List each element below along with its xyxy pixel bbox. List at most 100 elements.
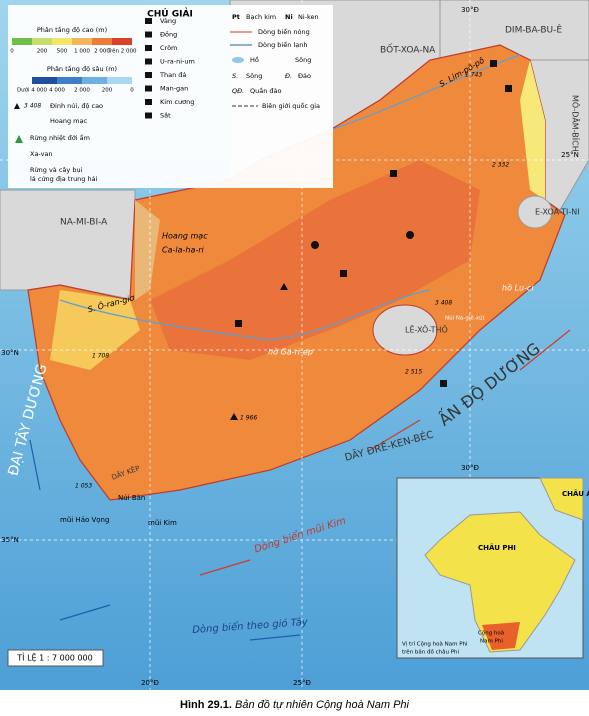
inset-label: Nam Phi <box>480 639 503 645</box>
caption-number: Hình 29.1. <box>180 699 232 711</box>
map-label: 3 408 <box>435 300 452 307</box>
inset-label: CHÂU Á <box>562 489 589 498</box>
map-label: DIM-BA-BU-Ê <box>505 24 562 36</box>
map-label: 2 332 <box>492 162 509 169</box>
legend-box <box>8 5 333 188</box>
label: Hoang mạc <box>50 117 87 125</box>
eswatini <box>517 195 553 229</box>
label: Than đá <box>159 71 186 79</box>
lesotho <box>372 304 438 356</box>
label: Kim cương <box>160 98 194 106</box>
label: Đảo <box>298 72 311 80</box>
scale-label: Trên 2 000 <box>106 48 137 55</box>
map-label: hồ Ga-ri-ep <box>268 347 313 357</box>
mineral-symbol <box>145 58 152 65</box>
inset-label: Cộng hoà <box>478 630 504 637</box>
label: Man-gan <box>160 85 188 93</box>
mineral-symbol <box>145 72 152 78</box>
grid-label: 30°Đ <box>461 464 479 472</box>
map-label: 2 515 <box>405 369 422 376</box>
scale-label: 2 000 <box>94 49 110 55</box>
namibia <box>0 189 136 301</box>
map-label: Núi Bàn <box>118 494 145 502</box>
mineral-symbol <box>145 18 152 24</box>
mineral-symbol <box>145 45 152 51</box>
mineral-symbol <box>145 99 152 105</box>
inset-asia <box>539 477 584 521</box>
inset-caption: Vị trí Cộng hoà Nam Phi <box>402 641 468 648</box>
label: Rừng và cây bụi <box>30 166 83 174</box>
label: Hồ <box>250 56 259 64</box>
label: Crôm <box>160 44 177 52</box>
label: QĐ. <box>232 87 244 95</box>
label: Rừng nhiệt đới ẩm <box>30 133 90 142</box>
label: Vàng <box>160 17 176 25</box>
grid-label: 25°N <box>561 151 579 159</box>
grid-label: 35°N <box>1 536 19 544</box>
map-label: 1 743 <box>465 72 482 79</box>
scale-label: 200 <box>37 49 48 55</box>
map-label: Ca-la-ha-ri <box>162 246 205 255</box>
scale-box <box>7 649 104 667</box>
label: U-ra-ni-um <box>160 58 195 66</box>
map-label: NA-MI-BI-A <box>60 218 108 228</box>
mineral-symbol <box>145 31 152 38</box>
label: Biên giới quốc gia <box>262 102 320 110</box>
currents <box>29 439 301 641</box>
legend-title: CHÚ GIẢI <box>147 8 193 20</box>
label: Bạch kim <box>246 13 276 21</box>
scale: TỈ LỆ 1 : 7 000 000 <box>16 652 92 664</box>
tree-symbol <box>15 135 23 143</box>
scale-label: 500 <box>57 49 68 55</box>
caption: Hình 29.1. Bản đồ tự nhiên Cộng hoà Nam … <box>0 694 589 716</box>
map-label: 1 708 <box>92 353 109 360</box>
label: Đồng <box>160 31 177 39</box>
label: Sông <box>295 56 311 64</box>
label: Sắt <box>160 111 171 120</box>
scale-label: 0 <box>10 49 14 55</box>
label: Pt <box>232 13 240 21</box>
scale-label: 1 000 <box>74 49 90 55</box>
map-label: mũi Hảo Vọng <box>60 516 109 524</box>
caption-title: Bản đồ tự nhiên Cộng hoà Nam Phi <box>235 699 409 711</box>
label: Phân tầng độ sâu (m) <box>47 65 117 73</box>
label: Sông <box>246 72 262 80</box>
inset-label: CHÂU PHI <box>478 543 516 552</box>
label: Đỉnh núi, độ cao <box>50 102 103 110</box>
map: TỈ LỆ 1 : 7 000 000 CHÚ GIẢI Phân tầng độ… <box>0 0 589 690</box>
map-label: Núi Na-giê-xút <box>445 315 485 322</box>
grid-label: 30°Đ <box>461 6 479 14</box>
lake-symbol <box>232 57 244 63</box>
mineral-symbol <box>145 112 152 119</box>
peak-symbol <box>14 103 20 109</box>
plateau <box>150 160 480 360</box>
map-label: MÔ-DĂM-BÍCH <box>571 95 582 152</box>
lowland <box>520 60 545 200</box>
desert <box>135 200 160 300</box>
label: 3 408 <box>24 103 41 110</box>
scale-label: 200 <box>102 88 113 94</box>
grid-label: 25°Đ <box>293 679 311 687</box>
label: S. <box>232 72 238 80</box>
inset-africa <box>424 511 576 653</box>
map-label: mũi Kim <box>148 519 177 527</box>
currents <box>199 329 571 576</box>
scale-label: 4 000 <box>49 88 65 94</box>
map-label: Hoang mạc <box>162 232 208 241</box>
grid-label: 20°Đ <box>141 679 159 687</box>
grid-label: 30°N <box>1 349 19 357</box>
mineral-symbols <box>230 60 512 420</box>
scale-label: 0 <box>130 88 134 94</box>
elevation-scale <box>12 38 132 84</box>
scale-label: 2 000 <box>74 88 90 94</box>
scale-label: Dưới 4 000 <box>17 87 48 94</box>
map-label: hồ Lu-ci <box>502 283 534 293</box>
inset-caption: trên bản đồ châu Phi <box>402 648 460 656</box>
map-label: 1 053 <box>75 483 92 490</box>
label: Dòng biển lạnh <box>258 40 307 49</box>
map-label: BỐT-XOA-NA <box>380 43 436 56</box>
mineral-symbol <box>145 85 152 92</box>
label: Ni <box>285 13 293 21</box>
map-label: 1 966 <box>240 415 257 422</box>
